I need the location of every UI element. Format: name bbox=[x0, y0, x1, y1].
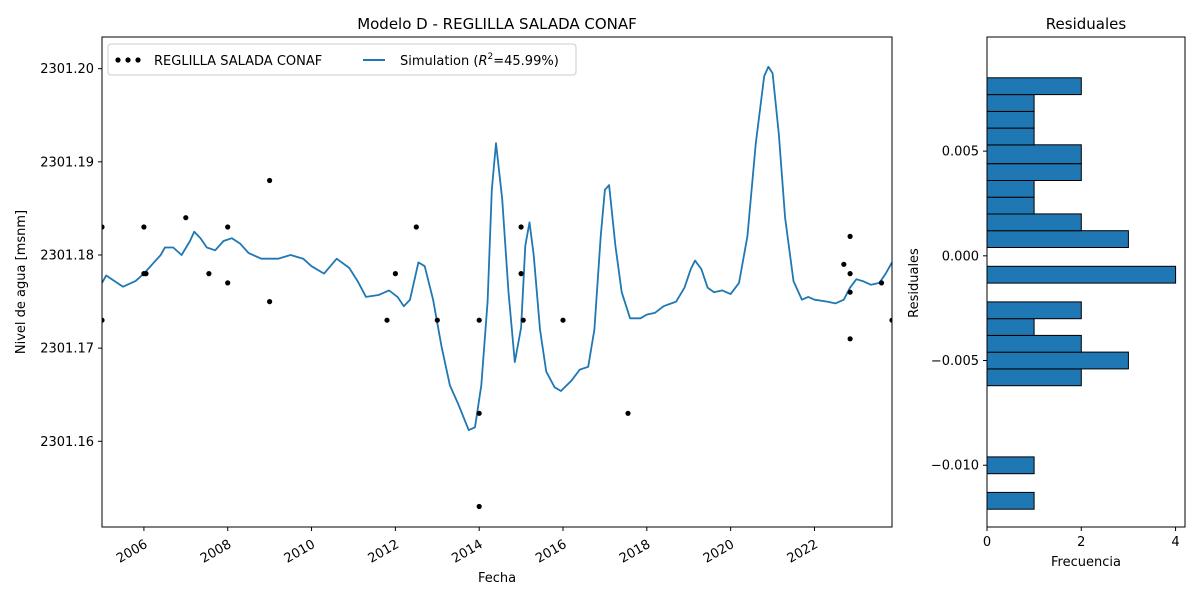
histogram-bar bbox=[986, 110, 1035, 129]
histogram-bar bbox=[986, 179, 1035, 198]
simulation-line bbox=[102, 65, 892, 431]
observed-point bbox=[847, 233, 853, 239]
histogram-frame bbox=[986, 36, 1186, 528]
histogram-bar bbox=[986, 77, 1082, 96]
observed-point bbox=[520, 317, 526, 323]
observed-point bbox=[476, 503, 482, 510]
observed-point bbox=[225, 280, 231, 286]
histogram-x-ticks: 0 2 4 bbox=[983, 527, 1180, 550]
histogram-bar bbox=[986, 94, 1035, 112]
observed-point bbox=[476, 317, 482, 323]
observed-point bbox=[841, 261, 847, 267]
histogram-bar bbox=[986, 127, 1035, 146]
histogram-title: Residuales bbox=[1046, 15, 1127, 33]
water-level-chart: Modelo D - REGLILLA SALADA CONAF 2006 200… bbox=[14, 15, 893, 586]
observed-point bbox=[889, 317, 892, 323]
histogram-y-tick-label: −0.010 bbox=[931, 459, 979, 474]
histogram-bar bbox=[986, 351, 1129, 370]
histogram-y-tick-label: 0.005 bbox=[942, 145, 979, 160]
histogram-bar bbox=[986, 213, 1082, 232]
histogram-bar bbox=[986, 491, 1035, 510]
y-axis-label: Nivel de agua [msnm] bbox=[14, 210, 29, 354]
histogram-y-label: Residuales bbox=[907, 248, 922, 318]
y-tick-label: 2301.18 bbox=[40, 248, 94, 263]
chart-title: Modelo D - REGLILLA SALADA CONAF bbox=[357, 15, 637, 33]
legend-box bbox=[107, 43, 577, 76]
histogram-y-tick-label: −0.005 bbox=[931, 354, 979, 369]
observed-point bbox=[625, 410, 631, 416]
observed-point bbox=[434, 317, 440, 323]
observed-point bbox=[183, 215, 189, 221]
histogram-y-ticks: −0.010 −0.005 0.000 0.005 bbox=[931, 145, 987, 474]
histogram-bar bbox=[986, 230, 1129, 248]
histogram-x-tick-label: 2 bbox=[1077, 535, 1085, 550]
legend: REGLILLA SALADA CONAF Simulation (R2=45.… bbox=[107, 43, 577, 76]
plot-area bbox=[102, 65, 892, 510]
histogram-bar bbox=[986, 301, 1082, 320]
observed-point bbox=[141, 224, 147, 230]
legend-observed-label: REGLILLA SALADA CONAF bbox=[154, 54, 322, 69]
observed-point bbox=[384, 317, 390, 323]
observed-point bbox=[143, 271, 149, 277]
observed-point bbox=[518, 224, 524, 230]
observed-point bbox=[560, 317, 566, 323]
histogram-bar bbox=[986, 368, 1082, 387]
y-tick-label: 2301.19 bbox=[40, 155, 94, 170]
histogram-bar bbox=[986, 163, 1082, 181]
observed-point bbox=[847, 271, 853, 277]
y-tick-label: 2301.17 bbox=[40, 342, 94, 357]
y-tick-label: 2301.20 bbox=[40, 62, 94, 77]
observed-point bbox=[392, 271, 398, 277]
legend-simulation-label: Simulation (R2=45.99%) bbox=[400, 52, 559, 69]
observed-point bbox=[102, 224, 105, 230]
observed-point bbox=[476, 410, 482, 416]
histogram-bar bbox=[986, 144, 1082, 165]
observed-point bbox=[225, 224, 231, 230]
observed-point bbox=[206, 271, 212, 277]
observed-point bbox=[102, 317, 105, 323]
observed-point bbox=[267, 299, 273, 305]
observed-point bbox=[878, 280, 885, 286]
histogram-bar bbox=[986, 334, 1082, 353]
legend-observed-marker bbox=[115, 57, 141, 63]
histogram-x-tick-label: 0 bbox=[983, 535, 991, 550]
histogram-bars bbox=[986, 77, 1177, 510]
plot-frame bbox=[101, 36, 893, 528]
observed-point bbox=[847, 289, 853, 295]
y-tick-label: 2301.16 bbox=[40, 435, 94, 450]
histogram-y-tick-label: 0.000 bbox=[942, 249, 979, 264]
x-axis-label: Fecha bbox=[478, 571, 516, 586]
y-axis-ticks: 2301.16 2301.17 2301.18 2301.19 2301.20 bbox=[40, 62, 102, 450]
histogram-x-label: Frecuencia bbox=[1051, 555, 1121, 570]
observed-point bbox=[267, 177, 273, 184]
histogram-x-tick-label: 4 bbox=[1171, 535, 1179, 550]
observed-point bbox=[413, 224, 419, 230]
observed-point bbox=[518, 271, 524, 277]
observed-point bbox=[847, 336, 853, 342]
residuals-histogram: Residuales 0 2 4 −0.010 −0.005 0.000 0.005 Fr… bbox=[907, 15, 1186, 570]
histogram-bar bbox=[986, 318, 1035, 336]
histogram-bar bbox=[986, 456, 1035, 475]
histogram-bar bbox=[986, 265, 1177, 284]
histogram-bar bbox=[986, 196, 1035, 215]
